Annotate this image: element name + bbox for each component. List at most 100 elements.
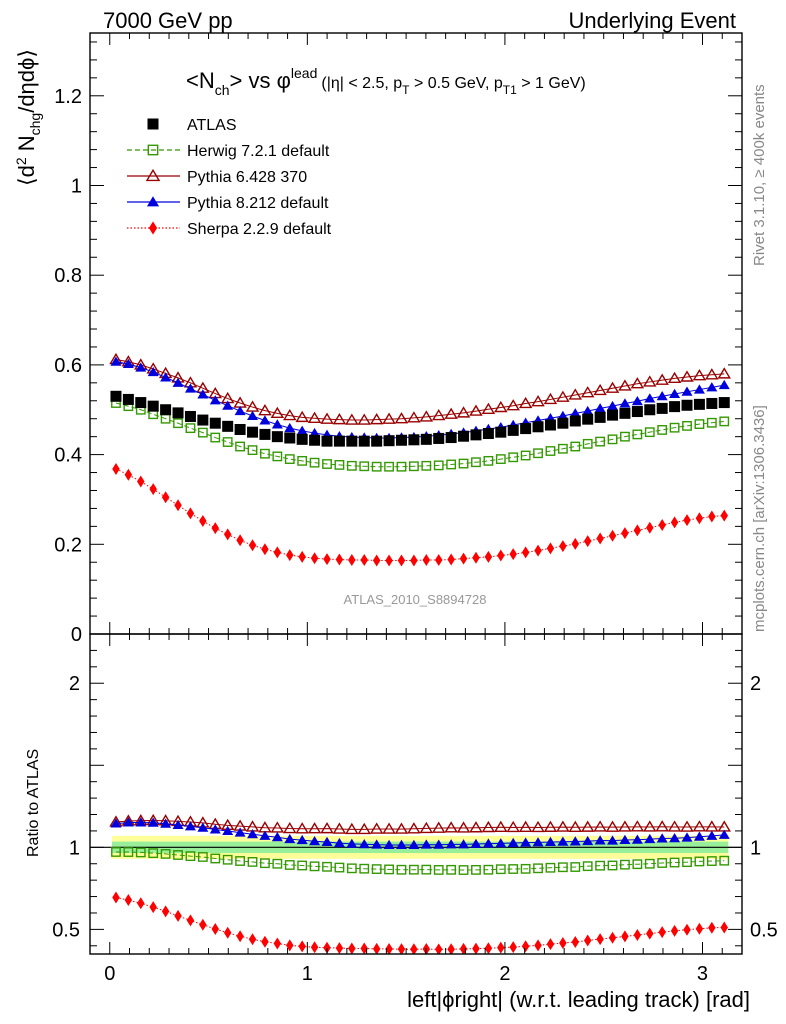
legend-marker-0 bbox=[147, 118, 159, 130]
ratio-point-1-15 bbox=[297, 860, 308, 871]
y-tick-label-ratio-left: 2 bbox=[69, 673, 80, 695]
y-tick-label-ratio-left: 1 bbox=[69, 837, 80, 859]
point-1-35 bbox=[545, 446, 556, 456]
point-3-4 bbox=[160, 372, 172, 382]
point-2-43 bbox=[643, 375, 657, 387]
point-1-46 bbox=[682, 420, 692, 431]
ratio-point-1-25 bbox=[421, 864, 432, 875]
point-0-32 bbox=[507, 424, 519, 436]
point-3-3 bbox=[147, 366, 159, 377]
point-2-25 bbox=[419, 410, 434, 422]
ratio-point-4-45 bbox=[670, 924, 679, 937]
point-2-40 bbox=[605, 381, 620, 393]
ratio-point-1-48 bbox=[706, 856, 717, 866]
ratio-point-3-30 bbox=[482, 838, 494, 848]
point-1-24 bbox=[409, 461, 419, 472]
ratio-point-2-18 bbox=[332, 822, 347, 834]
point-0-1 bbox=[122, 393, 134, 405]
point-1-13 bbox=[272, 451, 283, 462]
ratio-point-2-38 bbox=[580, 820, 595, 832]
y-tick-label-main: 0.6 bbox=[54, 355, 82, 377]
ratio-point-3-28 bbox=[458, 839, 470, 849]
ratio-point-2-21 bbox=[369, 822, 384, 834]
ratio-point-2-44 bbox=[655, 820, 669, 832]
point-4-48 bbox=[708, 510, 716, 523]
ratio-point-1-12 bbox=[260, 858, 270, 869]
point-4-27 bbox=[447, 553, 455, 566]
point-4-9 bbox=[223, 528, 232, 541]
ratio-point-3-20 bbox=[358, 839, 370, 849]
point-0-27 bbox=[445, 432, 457, 444]
point-1-48 bbox=[706, 417, 717, 428]
ratio-point-1-18 bbox=[334, 862, 345, 873]
ratio-point-1-5 bbox=[173, 850, 183, 860]
point-4-47 bbox=[695, 512, 704, 525]
ratio-point-2-40 bbox=[605, 820, 620, 832]
ratio-point-4-17 bbox=[323, 941, 331, 954]
ratio-point-1-10 bbox=[235, 856, 245, 866]
ratio-point-2-46 bbox=[680, 820, 694, 832]
ratio-point-3-36 bbox=[557, 836, 569, 846]
ratio-point-4-40 bbox=[608, 931, 617, 944]
ratio-point-2-36 bbox=[556, 820, 570, 832]
legend-marker-2 bbox=[145, 168, 161, 182]
point-4-7 bbox=[199, 514, 207, 527]
x-tick-label: 1 bbox=[302, 963, 313, 985]
ratio-point-4-43 bbox=[646, 927, 654, 940]
point-1-11 bbox=[247, 445, 258, 456]
header-right: Underlying Event bbox=[568, 8, 736, 33]
point-3-46 bbox=[681, 386, 693, 396]
point-1-16 bbox=[309, 457, 320, 468]
point-2-24 bbox=[407, 411, 421, 423]
ratio-point-1-27 bbox=[446, 864, 457, 875]
ratio-point-2-17 bbox=[320, 822, 334, 834]
point-1-8 bbox=[210, 432, 221, 443]
ratio-point-1-19 bbox=[346, 863, 357, 874]
ratio-point-3-7 bbox=[197, 822, 209, 832]
ratio-point-3-48 bbox=[706, 830, 718, 840]
point-1-27 bbox=[446, 459, 457, 470]
point-1-15 bbox=[297, 455, 308, 466]
ratio-point-4-4 bbox=[161, 905, 170, 918]
ratio-point-1-26 bbox=[433, 865, 444, 875]
point-2-44 bbox=[655, 373, 669, 385]
ratio-point-1-31 bbox=[495, 864, 506, 875]
ratio-point-4-27 bbox=[447, 943, 455, 954]
ratio-point-2-28 bbox=[456, 821, 471, 833]
ratio-line-2 bbox=[115, 820, 725, 830]
ratio-point-3-39 bbox=[594, 835, 606, 845]
ratio-point-2-42 bbox=[630, 820, 645, 832]
ratio-point-4-32 bbox=[509, 941, 517, 954]
point-0-48 bbox=[706, 397, 718, 409]
ratio-point-2-26 bbox=[431, 821, 446, 833]
y-tick-label-ratio-right: 0.5 bbox=[750, 919, 778, 941]
point-1-44 bbox=[657, 425, 668, 435]
ratio-point-4-13 bbox=[273, 937, 282, 950]
point-4-43 bbox=[646, 521, 654, 534]
ratio-point-4-3 bbox=[149, 901, 157, 914]
ratio-point-1-42 bbox=[632, 859, 643, 870]
point-0-45 bbox=[669, 401, 681, 413]
ratio-point-2-45 bbox=[667, 820, 682, 832]
point-1-38 bbox=[582, 438, 593, 449]
point-0-5 bbox=[172, 407, 184, 419]
point-3-48 bbox=[706, 382, 718, 392]
point-0-28 bbox=[458, 430, 470, 442]
point-3-49 bbox=[718, 379, 730, 390]
y-tick-label-main: 0.4 bbox=[54, 445, 82, 467]
point-0-39 bbox=[594, 411, 606, 423]
point-4-18 bbox=[335, 553, 344, 566]
ratio-point-3-32 bbox=[507, 837, 519, 847]
ratio-point-4-9 bbox=[223, 926, 232, 939]
point-0-12 bbox=[259, 428, 271, 440]
ratio-point-3-22 bbox=[383, 839, 395, 850]
point-1-45 bbox=[669, 422, 680, 433]
point-4-42 bbox=[633, 524, 642, 537]
ratio-point-4-33 bbox=[521, 940, 530, 953]
ylabel-main: ⟨d2 Nchg/dηdϕ⟩ bbox=[13, 49, 43, 186]
axis-ticks: 0 1 2 3 0 0.2 0.4 0.6 0.8 1 1.2 0.5 0.5 1 1 2 2 bbox=[52, 33, 778, 985]
ratio-point-2-41 bbox=[618, 820, 632, 832]
point-4-41 bbox=[621, 527, 629, 540]
point-0-30 bbox=[482, 428, 494, 440]
ratio-point-2-32 bbox=[506, 820, 520, 833]
